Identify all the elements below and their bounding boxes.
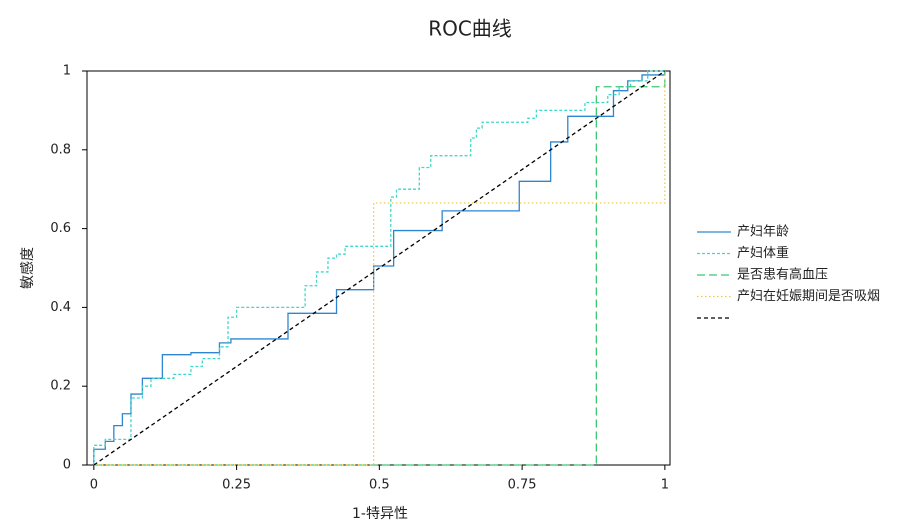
x-tick-label: 0.25 [222,478,251,493]
y-tick-label: 0.2 [50,379,71,394]
x-tick-label: 0.5 [369,478,390,493]
y-axis-label: 敏感度 [19,247,36,289]
legend-label: 产妇体重 [737,245,789,261]
plot-frame [86,70,671,466]
legend-label: 产妇年龄 [737,224,789,240]
y-tick-label: 0.8 [50,142,71,157]
y-tick-label: 0.4 [50,300,71,315]
roc-line [93,71,666,466]
y-tick-label: 0 [63,458,71,473]
roc-line [93,71,666,465]
y-tick-label: 1 [63,64,71,79]
x-axis-label: 1-特异性 [352,506,408,522]
x-tick-label: 0.75 [508,478,537,493]
roc-line [93,70,666,466]
legend-label: 是否患有高血压 [737,267,828,283]
x-tick-label: 0 [90,478,98,493]
roc-line [93,70,665,465]
x-tick-label: 1 [661,478,669,493]
legend-label: 产妇在妊娠期间是否吸烟 [737,288,880,304]
roc-line [93,71,666,466]
chart-title: ROC曲线 [428,17,512,41]
y-tick-label: 0.6 [50,221,71,236]
